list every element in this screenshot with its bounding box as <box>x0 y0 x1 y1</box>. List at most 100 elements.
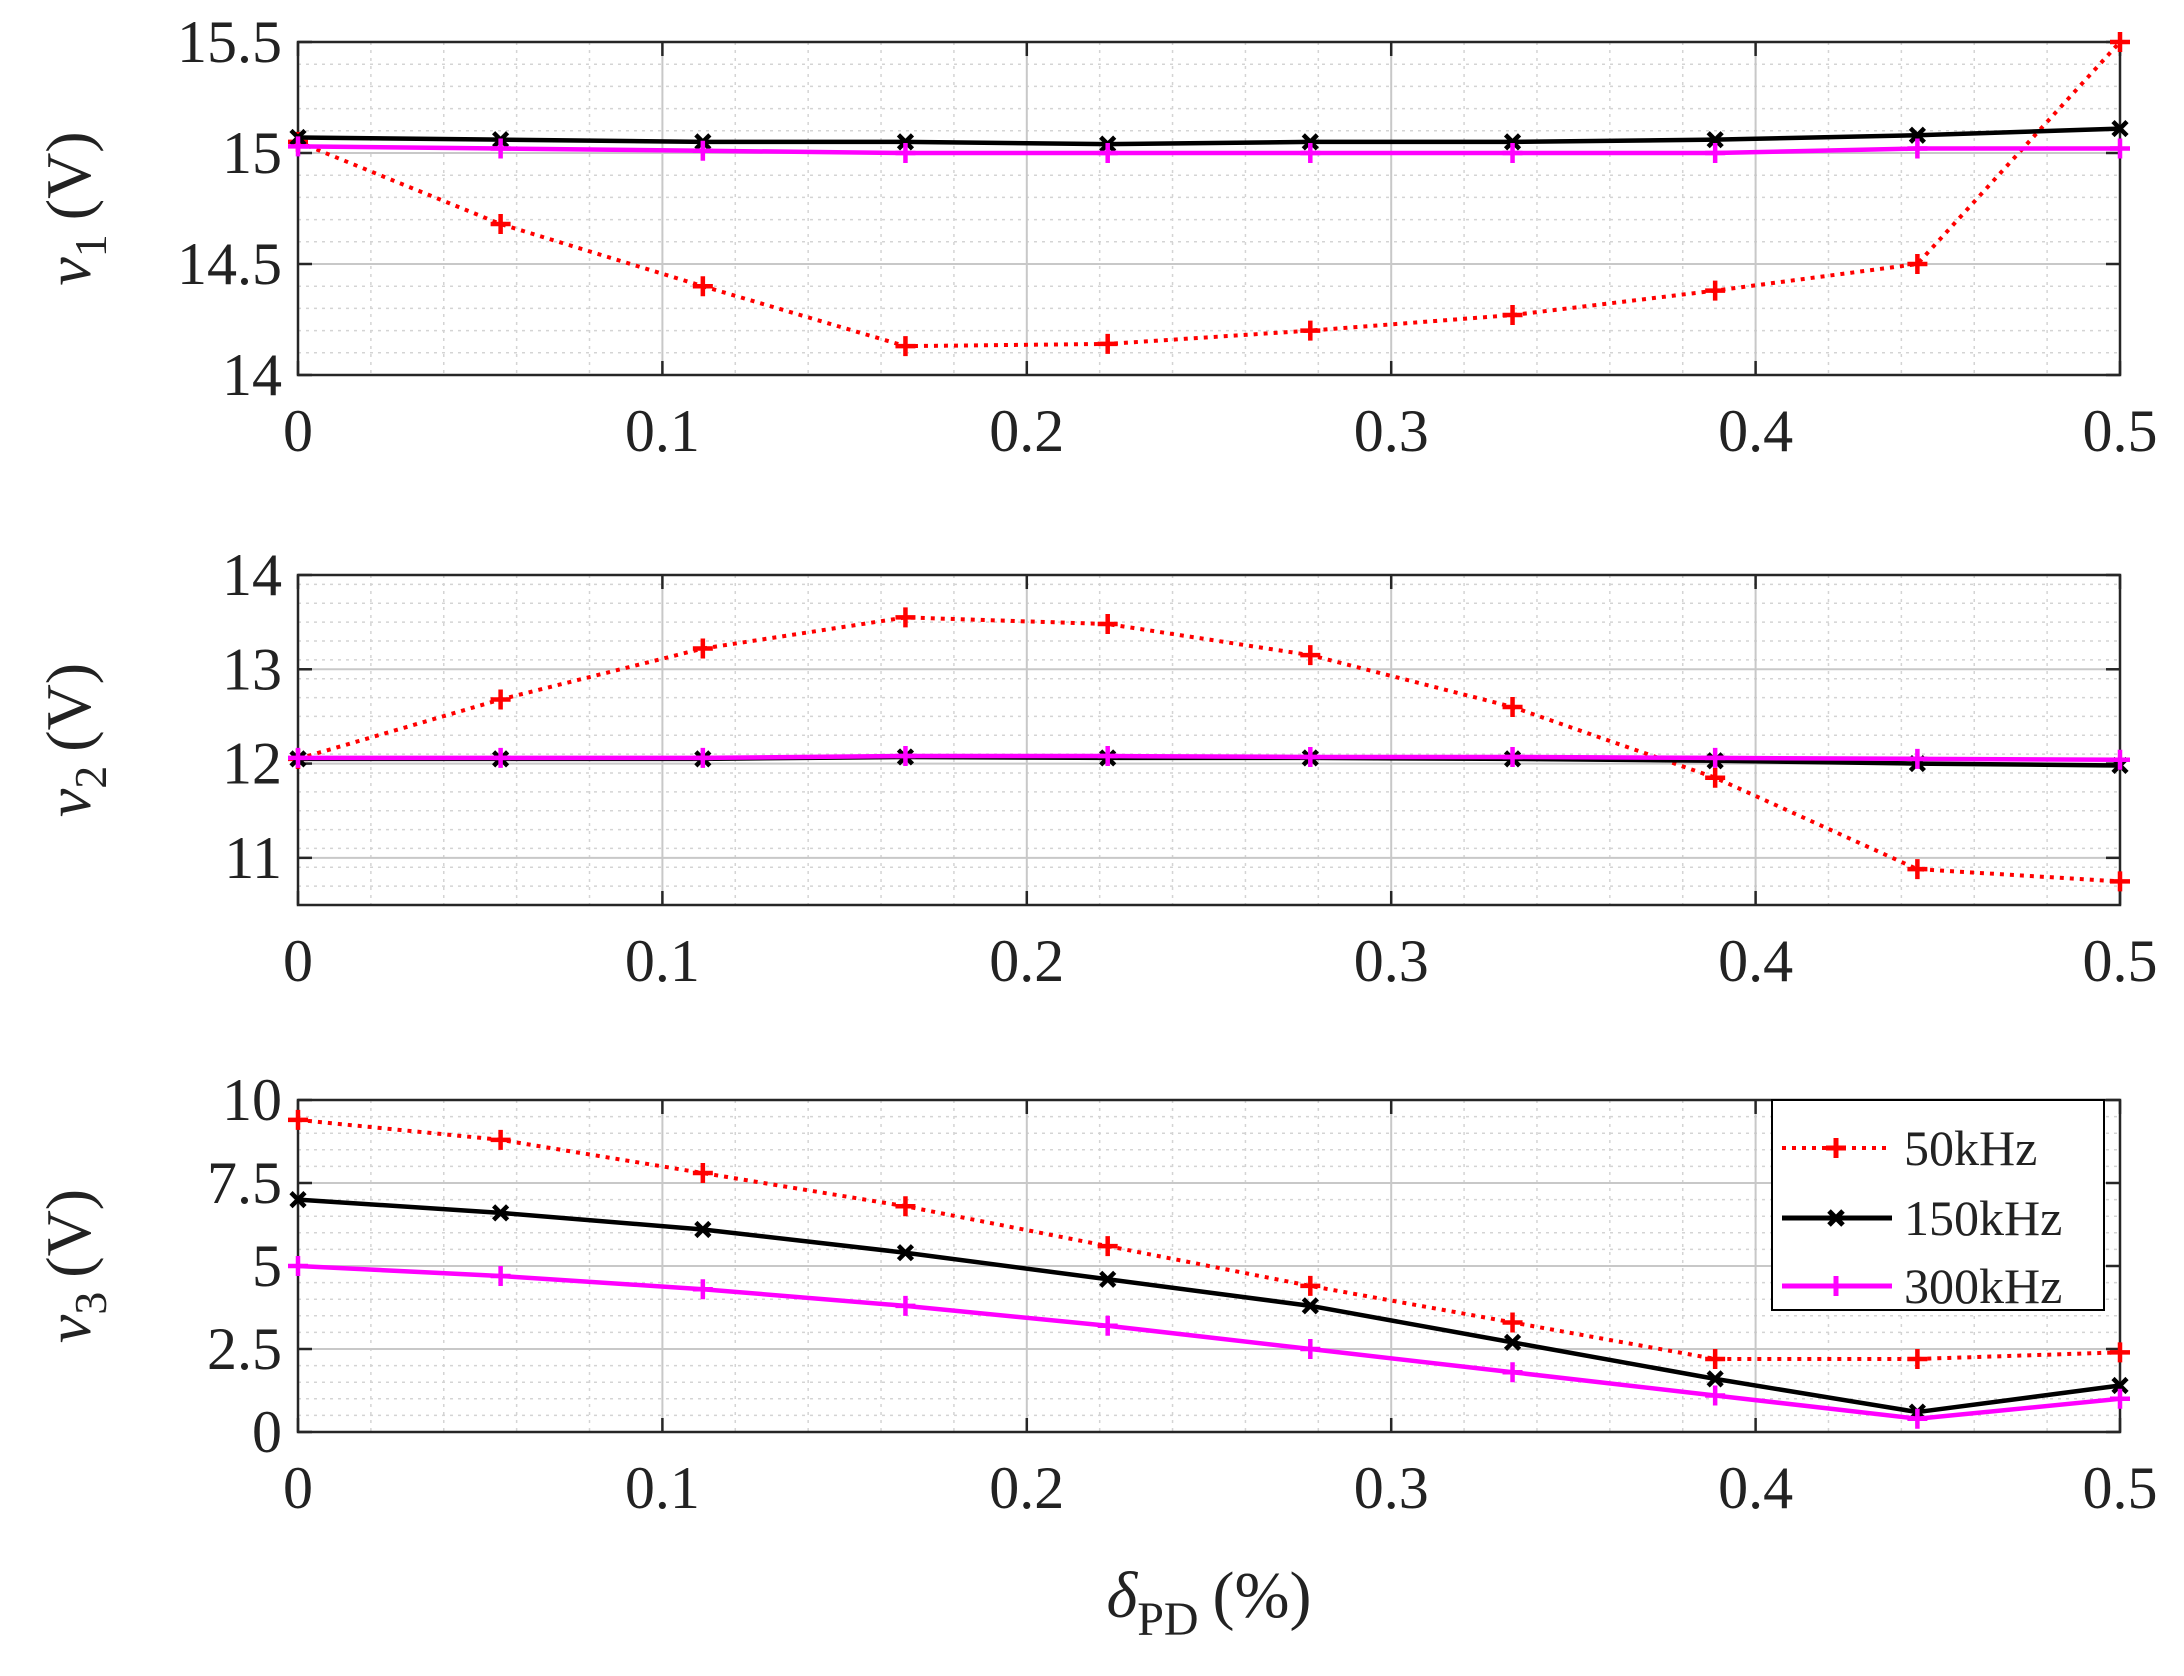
y-axis-label-var: v <box>33 1314 104 1343</box>
y-axis-label-sub: 1 <box>65 234 116 257</box>
x-tick-label: 0.1 <box>625 1455 700 1521</box>
data-point-300khz <box>2110 138 2130 159</box>
data-point-50khz <box>2110 32 2130 52</box>
data-point-300khz <box>1705 1385 1726 1406</box>
data-point-300khz <box>1097 1315 1118 1336</box>
x-tick-label: 0 <box>283 1455 313 1521</box>
series-150khz <box>289 119 2129 153</box>
legend-marker-150khz <box>1827 1209 1845 1227</box>
legend-entry-150khz: 150kHz <box>1782 1190 2062 1246</box>
data-point-300khz <box>1097 143 1118 163</box>
data-point-300khz <box>895 143 916 163</box>
data-point-300khz <box>1502 143 1523 163</box>
data-point-150khz <box>1503 133 1522 151</box>
data-point-50khz <box>1502 305 1523 326</box>
data-point-300khz <box>288 747 308 768</box>
x-axis-label: δPD (%) <box>1107 1559 1312 1646</box>
data-point-150khz <box>694 1220 712 1239</box>
data-point-300khz <box>895 746 916 767</box>
data-point-50khz <box>1907 254 1928 274</box>
plot-area <box>298 575 2120 905</box>
y-axis-label: v3 (V) <box>33 1189 116 1343</box>
data-point-50khz <box>692 276 713 297</box>
y-axis-label-unit: (V) <box>33 663 104 752</box>
data-point-150khz <box>1503 1333 1522 1351</box>
legend-label-300khz: 300kHz <box>1904 1258 2062 1314</box>
data-point-300khz <box>1300 1339 1321 1359</box>
y-tick-label: 15 <box>222 120 282 186</box>
axes-frame <box>296 573 2122 907</box>
data-point-50khz <box>1502 1312 1523 1333</box>
series-300khz <box>288 746 2130 770</box>
data-point-300khz <box>692 1279 713 1300</box>
data-point-300khz <box>288 136 308 157</box>
y-tick-label: 12 <box>222 731 282 797</box>
data-point-50khz <box>490 689 511 710</box>
data-point-300khz <box>490 1265 511 1286</box>
data-point-50khz <box>1300 1275 1321 1296</box>
legend-label-50khz: 50kHz <box>1904 1120 2037 1176</box>
data-point-300khz <box>490 747 511 768</box>
subplot-2: 0 0.1 0.2 0.3 0.4 0.5 11 12 13 14 v2 (V) <box>33 542 2158 994</box>
y-tick-label: 5 <box>252 1233 282 1299</box>
data-point-50khz <box>895 607 916 628</box>
data-point-300khz <box>692 747 713 768</box>
x-axis-label-sub: PD <box>1137 1593 1198 1646</box>
data-point-50khz <box>1907 1348 1928 1369</box>
y-axis-label: v2 (V) <box>33 663 116 817</box>
x-tick-label: 0.4 <box>1718 1455 1793 1521</box>
legend-box <box>1771 1099 2105 1311</box>
data-point-150khz <box>2111 1376 2129 1395</box>
y-tick-label: 0 <box>252 1399 282 1465</box>
series-line-150khz <box>297 126 2121 147</box>
series-300khz <box>288 136 2130 163</box>
x-tick-label: 0.4 <box>1718 928 1793 994</box>
data-point-50khz <box>490 1129 511 1150</box>
legend-entry-300khz: 300kHz <box>1782 1258 2062 1314</box>
legend: 50kHz 150kHz 300kHz <box>1771 1099 2105 1314</box>
data-point-150khz <box>492 1204 510 1222</box>
series-line-300khz <box>297 144 2120 156</box>
data-point-300khz <box>2110 749 2130 770</box>
series-150khz <box>289 1191 2129 1421</box>
series-50khz <box>288 1109 2130 1369</box>
y-tick-label: 7.5 <box>207 1150 282 1216</box>
x-tick-label: 0.1 <box>625 398 700 464</box>
data-point-300khz <box>692 140 713 161</box>
plot-area <box>298 42 2120 375</box>
x-tick-label: 0 <box>283 928 313 994</box>
y-axis-label-unit: (V) <box>33 131 104 220</box>
y-tick-label: 14 <box>222 542 282 608</box>
data-point-300khz <box>1502 746 1523 767</box>
y-axis-label-sub: 2 <box>65 766 116 789</box>
subplot-1: 0 0.1 0.2 0.3 0.4 0.5 14 14.5 15 15.5 v1 (V) <box>33 9 2158 464</box>
data-point-50khz <box>490 214 511 235</box>
data-point-150khz <box>1908 126 1926 144</box>
series-line-150khz <box>297 1197 2121 1415</box>
y-axis-label-var: v <box>33 788 104 817</box>
series-line-50khz <box>297 1117 2121 1361</box>
y-tick-label: 14.5 <box>177 231 282 297</box>
x-tick-label: 0.3 <box>1354 1455 1429 1521</box>
data-point-150khz <box>1301 1297 1319 1315</box>
data-point-50khz <box>895 1196 916 1217</box>
x-axis-label-var: δ <box>1107 1559 1139 1632</box>
x-tick-label: 0.4 <box>1718 398 1793 464</box>
data-point-50khz <box>692 1163 713 1184</box>
data-point-50khz <box>1705 767 1726 788</box>
data-point-50khz <box>1097 1236 1118 1257</box>
y-axis-label-var: v <box>33 257 104 286</box>
x-tick-label: 0.5 <box>2083 398 2158 464</box>
data-point-150khz <box>1706 131 1724 149</box>
data-point-50khz <box>1300 645 1321 666</box>
data-point-150khz <box>1706 1370 1724 1388</box>
data-point-300khz <box>490 138 511 159</box>
x-tick-label: 0.5 <box>2083 1455 2158 1521</box>
data-point-300khz <box>1705 747 1726 768</box>
x-axis-label-unit: (%) <box>1213 1559 1312 1632</box>
y-axis-label-unit: (V) <box>33 1189 104 1278</box>
x-tick-label: 0.1 <box>625 928 700 994</box>
data-point-300khz <box>1907 1408 1928 1429</box>
y-tick-label: 13 <box>222 636 282 702</box>
